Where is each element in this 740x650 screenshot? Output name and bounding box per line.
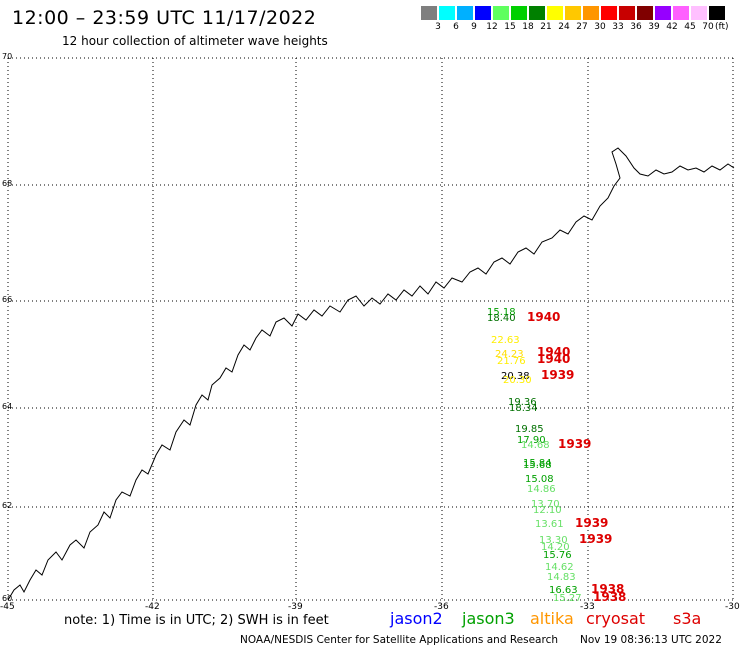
legend-swatch bbox=[529, 6, 545, 20]
legend-unit: (ft) bbox=[715, 22, 729, 32]
obs-time-label: 1940 bbox=[527, 310, 560, 324]
obs-wave-height-label: 14.86 bbox=[527, 484, 556, 495]
longitude-tick-label: -39 bbox=[288, 602, 303, 612]
satellite-legend-jason3: jason3 bbox=[462, 609, 515, 628]
longitude-tick-label: -42 bbox=[145, 602, 160, 612]
legend-label: 21 bbox=[540, 22, 552, 32]
legend-swatch bbox=[439, 6, 455, 20]
legend-label: 12 bbox=[486, 22, 498, 32]
legend-swatch bbox=[565, 6, 581, 20]
legend-swatch bbox=[709, 6, 725, 20]
legend-label: 39 bbox=[648, 22, 660, 32]
legend-label: 70 bbox=[702, 22, 714, 32]
obs-wave-height-label: 13.70 bbox=[531, 499, 560, 510]
obs-wave-height-label: 12.10 bbox=[533, 505, 562, 516]
longitude-tick-label: -45 bbox=[0, 602, 15, 612]
obs-wave-height-label: 15.08 bbox=[525, 474, 554, 485]
obs-wave-height-label: 18.40 bbox=[487, 313, 516, 324]
legend-label: 27 bbox=[576, 22, 588, 32]
obs-wave-height-label: 15.18 bbox=[487, 307, 516, 318]
obs-wave-height-label: 15.27 bbox=[553, 593, 582, 604]
obs-wave-height-label: 13.61 bbox=[535, 519, 564, 530]
obs-time-label: 1938 bbox=[591, 582, 624, 596]
legend-swatch bbox=[655, 6, 671, 20]
obs-wave-height-label: 14.83 bbox=[547, 572, 576, 583]
legend-swatch bbox=[457, 6, 473, 20]
latitude-tick-label: 68 bbox=[2, 179, 13, 188]
obs-time-label: 1939 bbox=[579, 532, 612, 546]
legend-label: 15 bbox=[504, 22, 516, 32]
legend-swatch bbox=[673, 6, 689, 20]
latitude-tick-label: 62 bbox=[2, 501, 13, 510]
legend-label: 30 bbox=[594, 22, 606, 32]
obs-wave-height-label: 19.85 bbox=[515, 424, 544, 435]
latitude-tick-label: 70 bbox=[2, 52, 13, 61]
lat-lon-grid bbox=[7, 57, 734, 601]
legend-swatch bbox=[619, 6, 635, 20]
obs-wave-height-label: 13.30 bbox=[539, 535, 568, 546]
obs-wave-height-label: 24.23 bbox=[495, 349, 524, 360]
legend-swatch bbox=[601, 6, 617, 20]
generated-timestamp: Nov 19 08:36:13 UTC 2022 bbox=[580, 634, 722, 646]
obs-wave-height-label: 21.76 bbox=[497, 356, 526, 367]
legend-label: 33 bbox=[612, 22, 624, 32]
obs-time-label: 1939 bbox=[575, 516, 608, 530]
legend-swatch bbox=[475, 6, 491, 20]
obs-time-label: 1938 bbox=[593, 590, 626, 604]
legend-swatch bbox=[493, 6, 509, 20]
legend-label: 6 bbox=[453, 22, 459, 32]
obs-wave-height-label: 20.38 bbox=[501, 371, 530, 382]
legend-swatch bbox=[547, 6, 563, 20]
obs-time-label: 1940 bbox=[537, 345, 570, 359]
legend-swatch bbox=[421, 6, 437, 20]
obs-wave-height-label: 15.84 bbox=[523, 458, 552, 469]
longitude-tick-label: -33 bbox=[580, 602, 595, 612]
legend-label: 9 bbox=[471, 22, 477, 32]
obs-wave-height-label: 15.68 bbox=[523, 460, 552, 471]
latitude-tick-label: 64 bbox=[2, 402, 13, 411]
obs-time-label: 1939 bbox=[558, 437, 591, 451]
legend-swatch bbox=[583, 6, 599, 20]
obs-wave-height-label: 16.63 bbox=[549, 585, 578, 596]
satellite-legend-jason2: jason2 bbox=[390, 609, 443, 628]
obs-wave-height-label: 20.30 bbox=[503, 375, 532, 386]
credit-line: NOAA/NESDIS Center for Satellite Applica… bbox=[240, 634, 558, 646]
obs-time-label: 1940 bbox=[537, 352, 570, 366]
legend-label: 45 bbox=[684, 22, 696, 32]
obs-wave-height-label: 14.68 bbox=[521, 440, 550, 451]
satellite-legend-altika: altika bbox=[530, 609, 574, 628]
legend-label: 24 bbox=[558, 22, 570, 32]
latitude-tick-label: 66 bbox=[2, 295, 13, 304]
legend-swatch bbox=[511, 6, 527, 20]
obs-wave-height-label: 14.62 bbox=[545, 562, 574, 573]
satellite-legend-cryosat: cryosat bbox=[586, 609, 646, 628]
map-subtitle: 12 hour collection of altimeter wave hei… bbox=[62, 34, 328, 48]
longitude-tick-label: -36 bbox=[434, 602, 449, 612]
legend-swatch bbox=[691, 6, 707, 20]
latitude-tick-label: 60 bbox=[2, 594, 13, 603]
footer-note: note: 1) Time is in UTC; 2) SWH is in fe… bbox=[64, 613, 329, 628]
obs-wave-height-label: 17.90 bbox=[517, 435, 546, 446]
legend-label: 36 bbox=[630, 22, 642, 32]
obs-wave-height-label: 19.36 bbox=[508, 397, 537, 408]
obs-wave-height-label: 18.34 bbox=[509, 403, 538, 414]
legend-label: 42 bbox=[666, 22, 678, 32]
obs-wave-height-label: 14.20 bbox=[541, 542, 570, 553]
map-title: 12:00 – 23:59 UTC 11/17/2022 bbox=[12, 7, 317, 29]
satellite-legend-s3a: s3a bbox=[673, 609, 702, 628]
obs-time-label: 1939 bbox=[541, 368, 574, 382]
longitude-tick-label: -30 bbox=[725, 602, 740, 612]
legend-label: 3 bbox=[435, 22, 441, 32]
legend-label: 18 bbox=[522, 22, 534, 32]
obs-wave-height-label: 15.76 bbox=[543, 550, 572, 561]
greenland-coastline bbox=[7, 147, 735, 601]
obs-wave-height-label: 22.63 bbox=[491, 335, 520, 346]
legend-swatch bbox=[637, 6, 653, 20]
